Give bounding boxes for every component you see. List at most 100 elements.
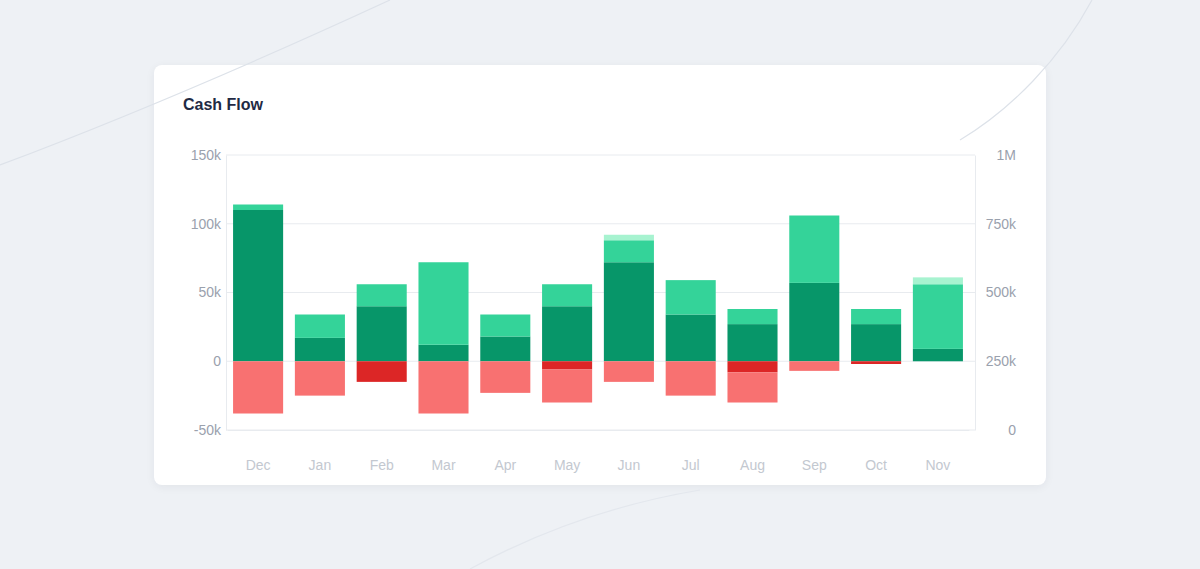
- bar-segment: [418, 345, 468, 362]
- bar-segment: [851, 361, 901, 362]
- bar-segment: [295, 315, 345, 338]
- series-0: [233, 210, 963, 361]
- x-tick: Aug: [740, 430, 765, 473]
- series-2: [604, 235, 963, 285]
- y-tick: 50k: [198, 284, 226, 300]
- x-tick: Feb: [370, 430, 394, 473]
- x-tick: Jan: [309, 430, 332, 473]
- x-tick-label: Dec: [246, 457, 271, 473]
- bar-segment: [913, 361, 963, 362]
- x-axis-line: [228, 430, 970, 431]
- x-tick-label: Nov: [925, 457, 950, 473]
- bar-segment: [233, 205, 283, 211]
- bar-segment: [604, 361, 654, 382]
- series-1: [233, 205, 963, 349]
- grid-line: [226, 430, 975, 431]
- y2-axis: 0 250k 500k 750k 1M: [975, 147, 1017, 438]
- bar-segment: [789, 361, 839, 371]
- chart: Cash Flow -50k 0 50k 100k 150k 0 250k 500k 750k 1M…: [0, 0, 1200, 569]
- bar-segment: [357, 361, 407, 382]
- x-tick-label: Apr: [494, 457, 516, 473]
- bar-segment: [851, 361, 901, 364]
- y2-tick: 750k: [975, 216, 1017, 232]
- x-tick: Sep: [802, 430, 827, 473]
- bar-segment: [357, 306, 407, 361]
- bar-segment: [727, 372, 777, 402]
- y2-tick-label: 1M: [997, 147, 1016, 163]
- bar-segment: [542, 284, 592, 306]
- decor-curve: [0, 0, 390, 165]
- x-tick: Mar: [431, 430, 455, 473]
- bar-segment: [913, 284, 963, 349]
- bar-segment: [913, 277, 963, 284]
- y-tick: 100k: [191, 216, 226, 232]
- bar-segment: [727, 324, 777, 361]
- bar-segment: [666, 280, 716, 314]
- x-tick-label: Jun: [618, 457, 641, 473]
- y-tick-label: 50k: [198, 284, 222, 300]
- x-tick: Apr: [494, 430, 516, 473]
- x-tick-label: Sep: [802, 457, 827, 473]
- grid-line: [226, 223, 975, 224]
- y2-axis-line: [975, 156, 976, 431]
- bar-segment: [233, 210, 283, 361]
- bar-segment: [913, 361, 963, 362]
- bars: [233, 205, 963, 414]
- bar-segment: [542, 306, 592, 361]
- bar-segment: [542, 361, 592, 369]
- bar-segment: [357, 361, 407, 362]
- decor-curve: [470, 490, 700, 569]
- bar-segment: [418, 262, 468, 345]
- y2-tick-label: 250k: [986, 353, 1017, 369]
- x-tick: Oct: [865, 430, 887, 473]
- bar-segment: [604, 262, 654, 361]
- decor-curve: [960, 0, 1092, 140]
- bar-segment: [233, 361, 283, 413]
- bar-segment: [666, 361, 716, 395]
- y-axis-line: [226, 156, 227, 431]
- chart-title: Cash Flow: [183, 96, 264, 113]
- x-tick-label: Jul: [682, 457, 700, 473]
- y2-tick: 500k: [975, 284, 1017, 300]
- x-tick-label: Feb: [370, 457, 394, 473]
- x-tick: Dec: [246, 430, 271, 473]
- bar-segment: [542, 370, 592, 403]
- x-tick: Jul: [682, 430, 700, 473]
- x-tick-label: Jan: [309, 457, 332, 473]
- y-tick: 0: [213, 353, 226, 369]
- bar-segment: [727, 361, 777, 372]
- bar-segment: [357, 284, 407, 306]
- bar-segment: [604, 235, 654, 241]
- bar-segment: [666, 315, 716, 362]
- bar-segment: [418, 361, 468, 413]
- x-tick: Jun: [618, 430, 641, 473]
- x-tick-label: Oct: [865, 457, 887, 473]
- y-tick-label: 150k: [191, 147, 222, 163]
- grid: [226, 155, 975, 430]
- y-tick: 150k: [191, 147, 226, 163]
- bar-segment: [789, 283, 839, 361]
- card: [154, 65, 1046, 485]
- bar-segment: [851, 309, 901, 324]
- y2-tick: 0: [975, 422, 1016, 438]
- y-tick-label: 0: [213, 353, 221, 369]
- bar-segment: [295, 338, 345, 361]
- y2-tick: 250k: [975, 353, 1017, 369]
- y-tick-label: -50k: [194, 422, 222, 438]
- y-tick-label: 100k: [191, 216, 222, 232]
- y-tick: -50k: [194, 422, 226, 438]
- y2-tick-label: 500k: [986, 284, 1017, 300]
- bar-segment: [789, 216, 839, 283]
- x-tick: May: [554, 430, 580, 473]
- background-decoration: [0, 0, 1092, 569]
- x-tick-label: Aug: [740, 457, 765, 473]
- bar-segment: [480, 315, 530, 337]
- bar-segment: [295, 361, 345, 395]
- series-4: [233, 361, 839, 413]
- bar-segment: [480, 361, 530, 393]
- x-axis: Dec Jan Feb Mar Apr May Jun Jul Aug Sep Oct Nov: [228, 430, 970, 473]
- x-tick-label: May: [554, 457, 580, 473]
- bar-segment: [480, 337, 530, 362]
- bar-segment: [851, 324, 901, 361]
- x-tick: Nov: [925, 430, 950, 473]
